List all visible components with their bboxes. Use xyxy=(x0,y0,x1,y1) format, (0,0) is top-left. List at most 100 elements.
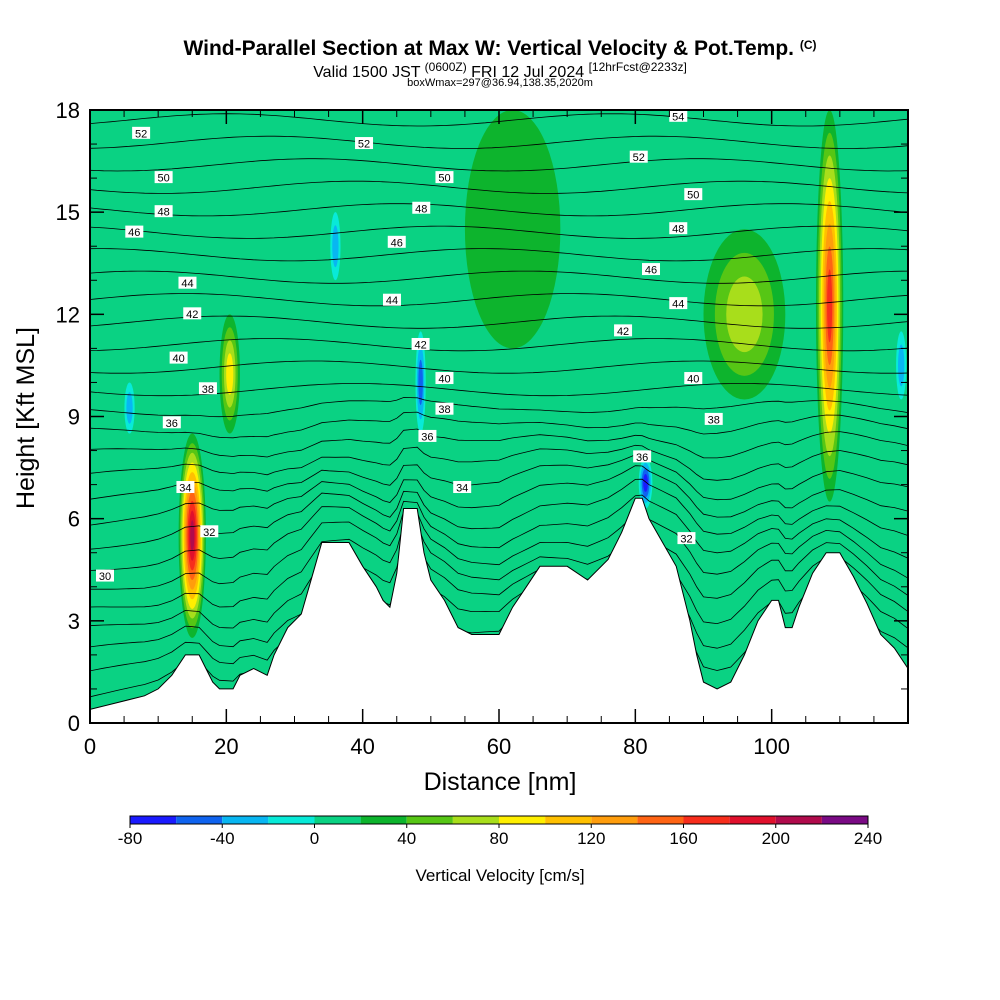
terrain xyxy=(89,497,909,724)
contour-label: 52 xyxy=(358,139,370,151)
contour-label-bg xyxy=(162,416,181,429)
colorbar-tick-label: 0 xyxy=(310,829,319,848)
y-tick-label: 0 xyxy=(68,711,80,736)
isentrope-line-11 xyxy=(90,428,908,459)
contour-label: 44 xyxy=(181,278,193,290)
x-tick-label: 60 xyxy=(487,734,511,759)
y-tick-label: 6 xyxy=(68,507,80,532)
updraft-3-level-2 xyxy=(726,276,763,353)
colorbar: -80 -40 0 40 80 120 160 200 240 xyxy=(118,815,882,848)
contour-label: 44 xyxy=(672,299,684,311)
colorbar-swatch xyxy=(545,816,592,824)
potential-temperature-contours xyxy=(90,113,908,698)
colorbar-swatch xyxy=(821,816,868,824)
x-tick-label: 100 xyxy=(753,734,790,759)
y-tick-label: 9 xyxy=(68,405,80,430)
vertical-velocity-field xyxy=(124,110,907,638)
colorbar-swatch xyxy=(268,816,315,824)
contour-label: 50 xyxy=(157,173,169,185)
contour-label-bg xyxy=(435,171,454,184)
contour-label: 46 xyxy=(128,227,140,239)
downdraft-8-level-1 xyxy=(332,225,339,268)
contour-label-bg xyxy=(176,481,195,494)
contour-label-bg xyxy=(183,307,202,320)
colorbar-label: Vertical Velocity [cm/s] xyxy=(415,866,584,885)
contour-label: 44 xyxy=(386,295,398,307)
contour-label: 38 xyxy=(708,414,720,426)
downdraft-9-level-1 xyxy=(898,344,905,387)
contour-label-bg xyxy=(132,126,151,139)
contour-label: 30 xyxy=(99,571,111,583)
colorbar-swatch xyxy=(452,816,499,824)
updraft-0-level-9 xyxy=(190,520,195,552)
isentrope-line-13 xyxy=(90,397,908,418)
colorbar-swatch xyxy=(591,816,638,824)
contour-label: 34 xyxy=(179,483,191,495)
isentrope-line-14 xyxy=(90,383,908,397)
contour-label: 52 xyxy=(633,152,645,164)
colorbar-tick-label: 80 xyxy=(490,829,509,848)
x-tick-label: 80 xyxy=(623,734,647,759)
chart-title: Wind-Parallel Section at Max W: Vertical… xyxy=(183,37,817,60)
isentrope-line-3 xyxy=(90,538,908,629)
contour-label-bg xyxy=(669,297,688,310)
contour-label: 46 xyxy=(391,237,403,249)
contour-label-bg xyxy=(169,351,188,364)
contour-label-bg xyxy=(669,222,688,235)
isentrope-line-5 xyxy=(90,511,908,590)
contour-label-bg xyxy=(614,324,633,337)
contour-label: 32 xyxy=(203,527,215,539)
colorbar-tick-label: 160 xyxy=(669,829,697,848)
contour-label: 48 xyxy=(415,203,427,215)
isentrope-line-10 xyxy=(90,444,908,481)
contour-label: 38 xyxy=(438,404,450,416)
contour-label-bg xyxy=(95,569,114,582)
isentrope-line-7 xyxy=(90,478,908,550)
colorbar-swatch xyxy=(775,816,822,824)
contour-label: 40 xyxy=(438,374,450,386)
contour-label: 50 xyxy=(438,173,450,185)
colorbar-tick-label: 240 xyxy=(854,829,882,848)
colorbar-swatch xyxy=(176,816,223,824)
contour-label-bg xyxy=(178,276,197,289)
contour-label-bg xyxy=(387,235,406,248)
contour-label-bg xyxy=(412,201,431,214)
contour-label: 36 xyxy=(636,452,648,464)
contour-label-bg xyxy=(125,225,144,238)
contour-label-bg xyxy=(435,402,454,415)
contour-label-bg xyxy=(677,532,696,545)
contour-label-bg xyxy=(154,171,173,184)
isentrope-line-18 xyxy=(90,293,908,307)
contour-label: 36 xyxy=(166,418,178,430)
chart-subtitle: Valid 1500 JST (0600Z) FRI 12 Jul 2024 [… xyxy=(313,60,687,81)
colorbar-tick-label: 40 xyxy=(397,829,416,848)
downdraft-5-level-2 xyxy=(418,359,423,406)
isentrope-line-17 xyxy=(90,315,908,329)
colorbar-swatch xyxy=(683,816,730,824)
contour-label-bg xyxy=(435,372,454,385)
contour-label-bg xyxy=(154,205,173,218)
contour-label-bg xyxy=(198,382,217,395)
isentrope-line-16 xyxy=(90,338,908,352)
contour-label: 38 xyxy=(202,384,214,396)
x-tick-label: 20 xyxy=(214,734,238,759)
contour-label: 42 xyxy=(617,326,629,338)
contour-label-bg xyxy=(629,150,648,163)
isentrope-line-4 xyxy=(90,523,908,608)
y-tick-label: 12 xyxy=(56,302,80,327)
isentrope-line-6 xyxy=(90,494,908,571)
x-axis-label: Distance [nm] xyxy=(424,768,577,796)
contour-label: 46 xyxy=(645,265,657,277)
terrain-mask xyxy=(89,497,909,724)
contour-label: 48 xyxy=(157,207,169,219)
contour-label: 50 xyxy=(687,190,699,202)
isentrope-line-8 xyxy=(90,465,908,526)
contour-label: 34 xyxy=(456,483,468,495)
contour-label: 54 xyxy=(672,111,684,123)
y-axis-label: Height [Kft MSL] xyxy=(12,327,40,509)
contour-label: 48 xyxy=(672,224,684,236)
isentrope-line-9 xyxy=(90,454,908,501)
downdraft-6-level-3 xyxy=(643,474,648,492)
x-tick-label: 0 xyxy=(84,734,96,759)
